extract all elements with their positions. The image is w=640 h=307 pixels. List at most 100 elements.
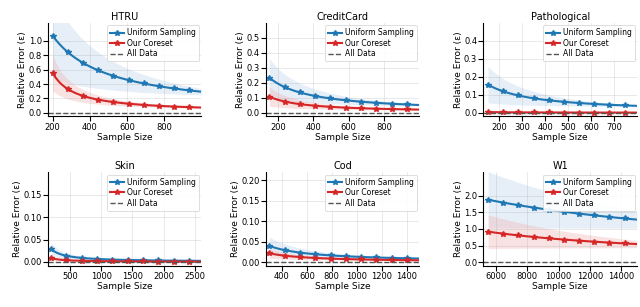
Our Coreset — [72, 259, 79, 262]
Uniform Sampling — [511, 93, 519, 97]
Our Coreset — [506, 111, 513, 114]
Our Coreset — [130, 260, 138, 263]
Uniform Sampling — [115, 258, 122, 262]
Uniform Sampling — [97, 70, 105, 73]
Our Coreset — [581, 111, 589, 115]
Our Coreset — [284, 100, 291, 104]
Our Coreset — [93, 259, 101, 263]
Title: W1: W1 — [552, 161, 568, 172]
Our Coreset — [73, 92, 81, 95]
Our Coreset — [593, 240, 601, 244]
All Data — [12, 111, 19, 115]
Uniform Sampling — [624, 104, 632, 107]
Uniform Sampling — [345, 99, 353, 103]
Our Coreset — [499, 232, 507, 235]
Uniform Sampling — [155, 84, 163, 88]
Uniform Sampling — [75, 256, 83, 259]
Uniform Sampling — [308, 252, 316, 256]
Uniform Sampling — [493, 200, 501, 203]
Our Coreset — [66, 258, 74, 262]
Our Coreset — [266, 251, 273, 255]
Uniform Sampling — [146, 83, 154, 87]
Our Coreset — [369, 258, 377, 262]
Our Coreset — [173, 260, 180, 263]
Uniform Sampling — [351, 99, 358, 103]
Title: Pathological: Pathological — [531, 12, 589, 22]
Uniform Sampling — [400, 103, 408, 106]
Uniform Sampling — [118, 77, 126, 80]
Uniform Sampling — [403, 103, 411, 106]
Uniform Sampling — [339, 254, 347, 258]
Y-axis label: Relative Error (ε): Relative Error (ε) — [236, 31, 245, 108]
Uniform Sampling — [111, 258, 119, 262]
X-axis label: Sample Size: Sample Size — [532, 282, 588, 291]
Uniform Sampling — [142, 258, 150, 262]
Uniform Sampling — [596, 103, 604, 106]
Our Coreset — [400, 258, 408, 262]
Uniform Sampling — [566, 100, 574, 104]
Our Coreset — [533, 235, 541, 239]
Our Coreset — [186, 105, 193, 109]
Uniform Sampling — [409, 257, 417, 260]
Our Coreset — [487, 230, 495, 234]
Our Coreset — [345, 106, 353, 110]
Our Coreset — [53, 258, 61, 261]
Our Coreset — [484, 230, 492, 234]
Our Coreset — [161, 104, 169, 108]
Uniform Sampling — [591, 102, 598, 106]
Our Coreset — [145, 260, 153, 263]
Uniform Sampling — [615, 216, 623, 220]
Uniform Sampling — [372, 256, 380, 259]
Our Coreset — [511, 111, 519, 114]
Our Coreset — [312, 256, 319, 260]
Uniform Sampling — [342, 99, 349, 102]
Uniform Sampling — [300, 251, 307, 255]
Uniform Sampling — [122, 77, 129, 81]
Uniform Sampling — [157, 259, 165, 262]
Line: Uniform Sampling: Uniform Sampling — [267, 243, 422, 261]
Our Coreset — [94, 98, 102, 102]
X-axis label: Sample Size: Sample Size — [315, 133, 370, 142]
Uniform Sampling — [55, 41, 63, 45]
Uniform Sampling — [360, 100, 368, 104]
Our Coreset — [128, 102, 136, 106]
Our Coreset — [311, 104, 319, 107]
Our Coreset — [52, 76, 60, 80]
Our Coreset — [394, 258, 401, 262]
Our Coreset — [330, 257, 337, 261]
Our Coreset — [161, 260, 168, 263]
Uniform Sampling — [403, 256, 411, 260]
Uniform Sampling — [121, 258, 129, 262]
Uniform Sampling — [521, 204, 529, 208]
X-axis label: Sample Size: Sample Size — [532, 133, 588, 142]
Uniform Sampling — [152, 84, 159, 87]
Uniform Sampling — [321, 96, 328, 99]
Our Coreset — [51, 257, 58, 261]
Uniform Sampling — [268, 78, 276, 82]
Line: Our Coreset: Our Coreset — [266, 94, 422, 112]
Uniform Sampling — [140, 82, 147, 85]
Our Coreset — [271, 97, 279, 101]
Our Coreset — [317, 256, 325, 260]
Our Coreset — [518, 234, 525, 238]
Uniform Sampling — [198, 90, 205, 94]
Uniform Sampling — [348, 255, 356, 258]
Uniform Sampling — [381, 256, 389, 260]
Our Coreset — [554, 237, 562, 241]
Our Coreset — [376, 107, 383, 111]
Uniform Sampling — [484, 198, 492, 202]
Uniform Sampling — [391, 102, 399, 106]
Uniform Sampling — [364, 100, 371, 104]
Our Coreset — [391, 258, 399, 262]
Uniform Sampling — [296, 91, 303, 94]
Uniform Sampling — [82, 63, 90, 66]
Our Coreset — [317, 104, 325, 108]
Our Coreset — [116, 101, 124, 105]
Uniform Sampling — [73, 57, 81, 61]
Our Coreset — [557, 238, 565, 241]
Y-axis label: Relative Error (ε): Relative Error (ε) — [454, 31, 463, 108]
Our Coreset — [195, 106, 202, 109]
Uniform Sampling — [379, 256, 387, 259]
Our Coreset — [618, 111, 625, 115]
Our Coreset — [275, 98, 282, 102]
